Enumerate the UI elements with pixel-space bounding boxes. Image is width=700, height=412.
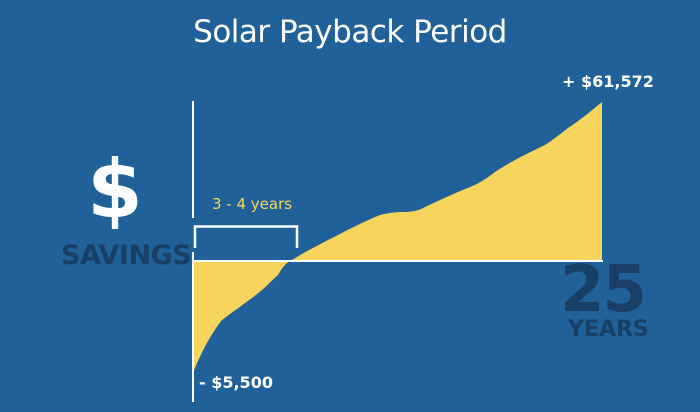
positive-savings-area [290, 102, 602, 261]
end-value-label: + $61,572 [562, 72, 654, 91]
dollar-sign-icon: $ [87, 143, 143, 236]
years-axis-label: YEARS [568, 317, 649, 342]
start-value-label: - $5,500 [199, 373, 273, 392]
negative-cost-area [193, 261, 290, 373]
payback-bracket [193, 225, 299, 248]
savings-axis-label: SAVINGS [61, 240, 192, 271]
years-number: 25 [560, 253, 647, 327]
payback-period-label: 3 - 4 years [212, 195, 293, 213]
chart-title: Solar Payback Period [193, 14, 507, 50]
